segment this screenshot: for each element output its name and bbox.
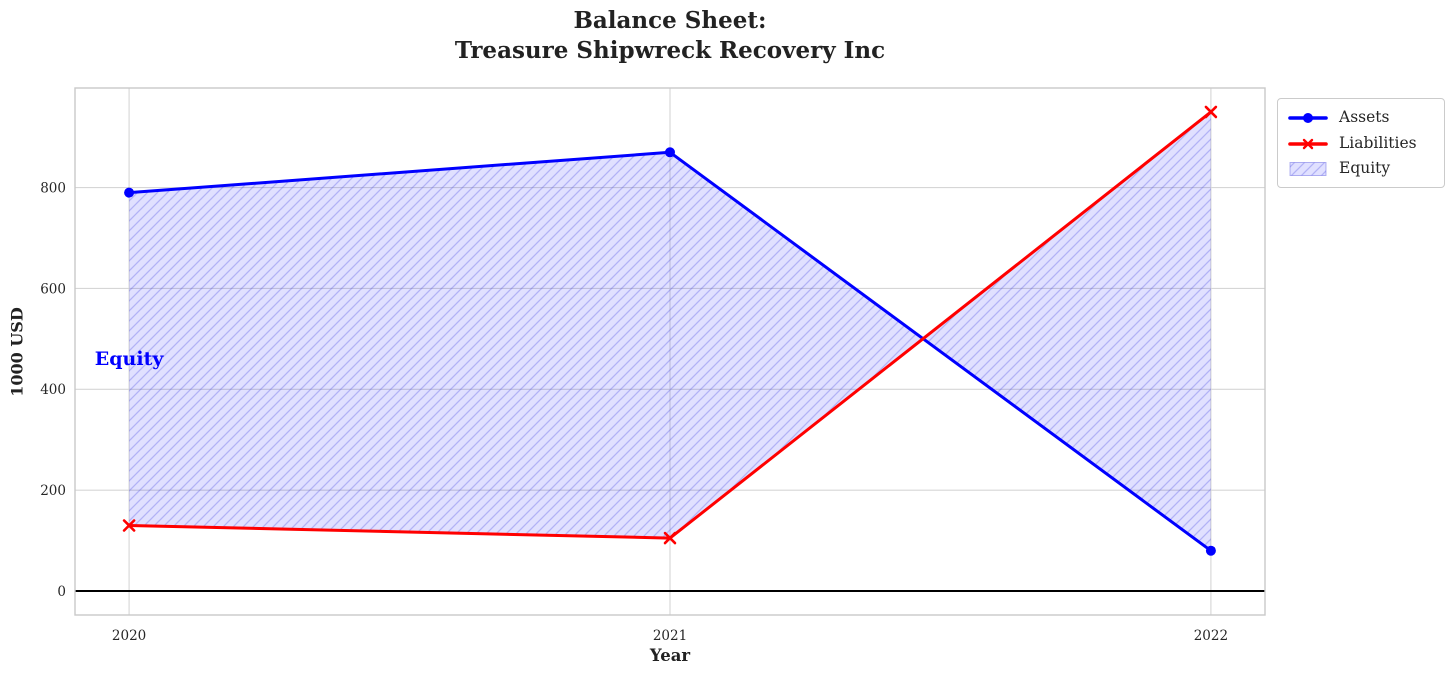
- legend-label-equity: Equity: [1339, 159, 1391, 178]
- y-tick-label-0: 0: [57, 584, 66, 600]
- legend-label-assets: Assets: [1339, 108, 1390, 127]
- x-tick-label-2021: 2021: [653, 628, 687, 644]
- assets-marker-2020: [124, 187, 135, 198]
- assets-marker-2021: [665, 147, 675, 158]
- equity-fill-hatch: [129, 111, 1211, 551]
- liabilities-marker-2021: [663, 531, 677, 545]
- liabilities-marker-2022: [1204, 105, 1218, 119]
- y-tick-label-200: 200: [40, 483, 66, 499]
- legend-item-liabilities: Liabilities: [1287, 132, 1435, 156]
- chart-title-line1: Balance Sheet:: [573, 7, 767, 34]
- legend-item-assets: Assets: [1287, 106, 1435, 130]
- line-circle-marker-icon: [1288, 113, 1328, 123]
- assets-marker-2022: [1205, 545, 1216, 556]
- y-axis-label: 1000 USD: [7, 307, 27, 397]
- hatched-patch-icon: [1289, 162, 1327, 176]
- y-tick-label-800: 800: [40, 180, 66, 196]
- chart-title-line2: Treasure Shipwreck Recovery Inc: [454, 37, 886, 64]
- legend-item-equity: Equity: [1287, 157, 1435, 181]
- y-tick-label-600: 600: [40, 281, 66, 297]
- liabilities-marker-2020: [122, 519, 136, 532]
- x-axis-label: Year: [649, 646, 691, 665]
- legend-label-liabilities: Liabilities: [1339, 133, 1417, 152]
- y-tick-label-400: 400: [40, 382, 66, 398]
- legend: Assets Liabilities Equity: [1277, 98, 1445, 188]
- x-tick-label-2022: 2022: [1194, 628, 1228, 644]
- axes-border: [74, 87, 1266, 616]
- chart-title: Balance Sheet: Treasure Shipwreck Recove…: [75, 6, 1265, 66]
- equity-annotation: Equity: [94, 348, 164, 371]
- line-x-marker-icon: [1288, 138, 1328, 149]
- x-tick-label-2020: 2020: [112, 628, 146, 644]
